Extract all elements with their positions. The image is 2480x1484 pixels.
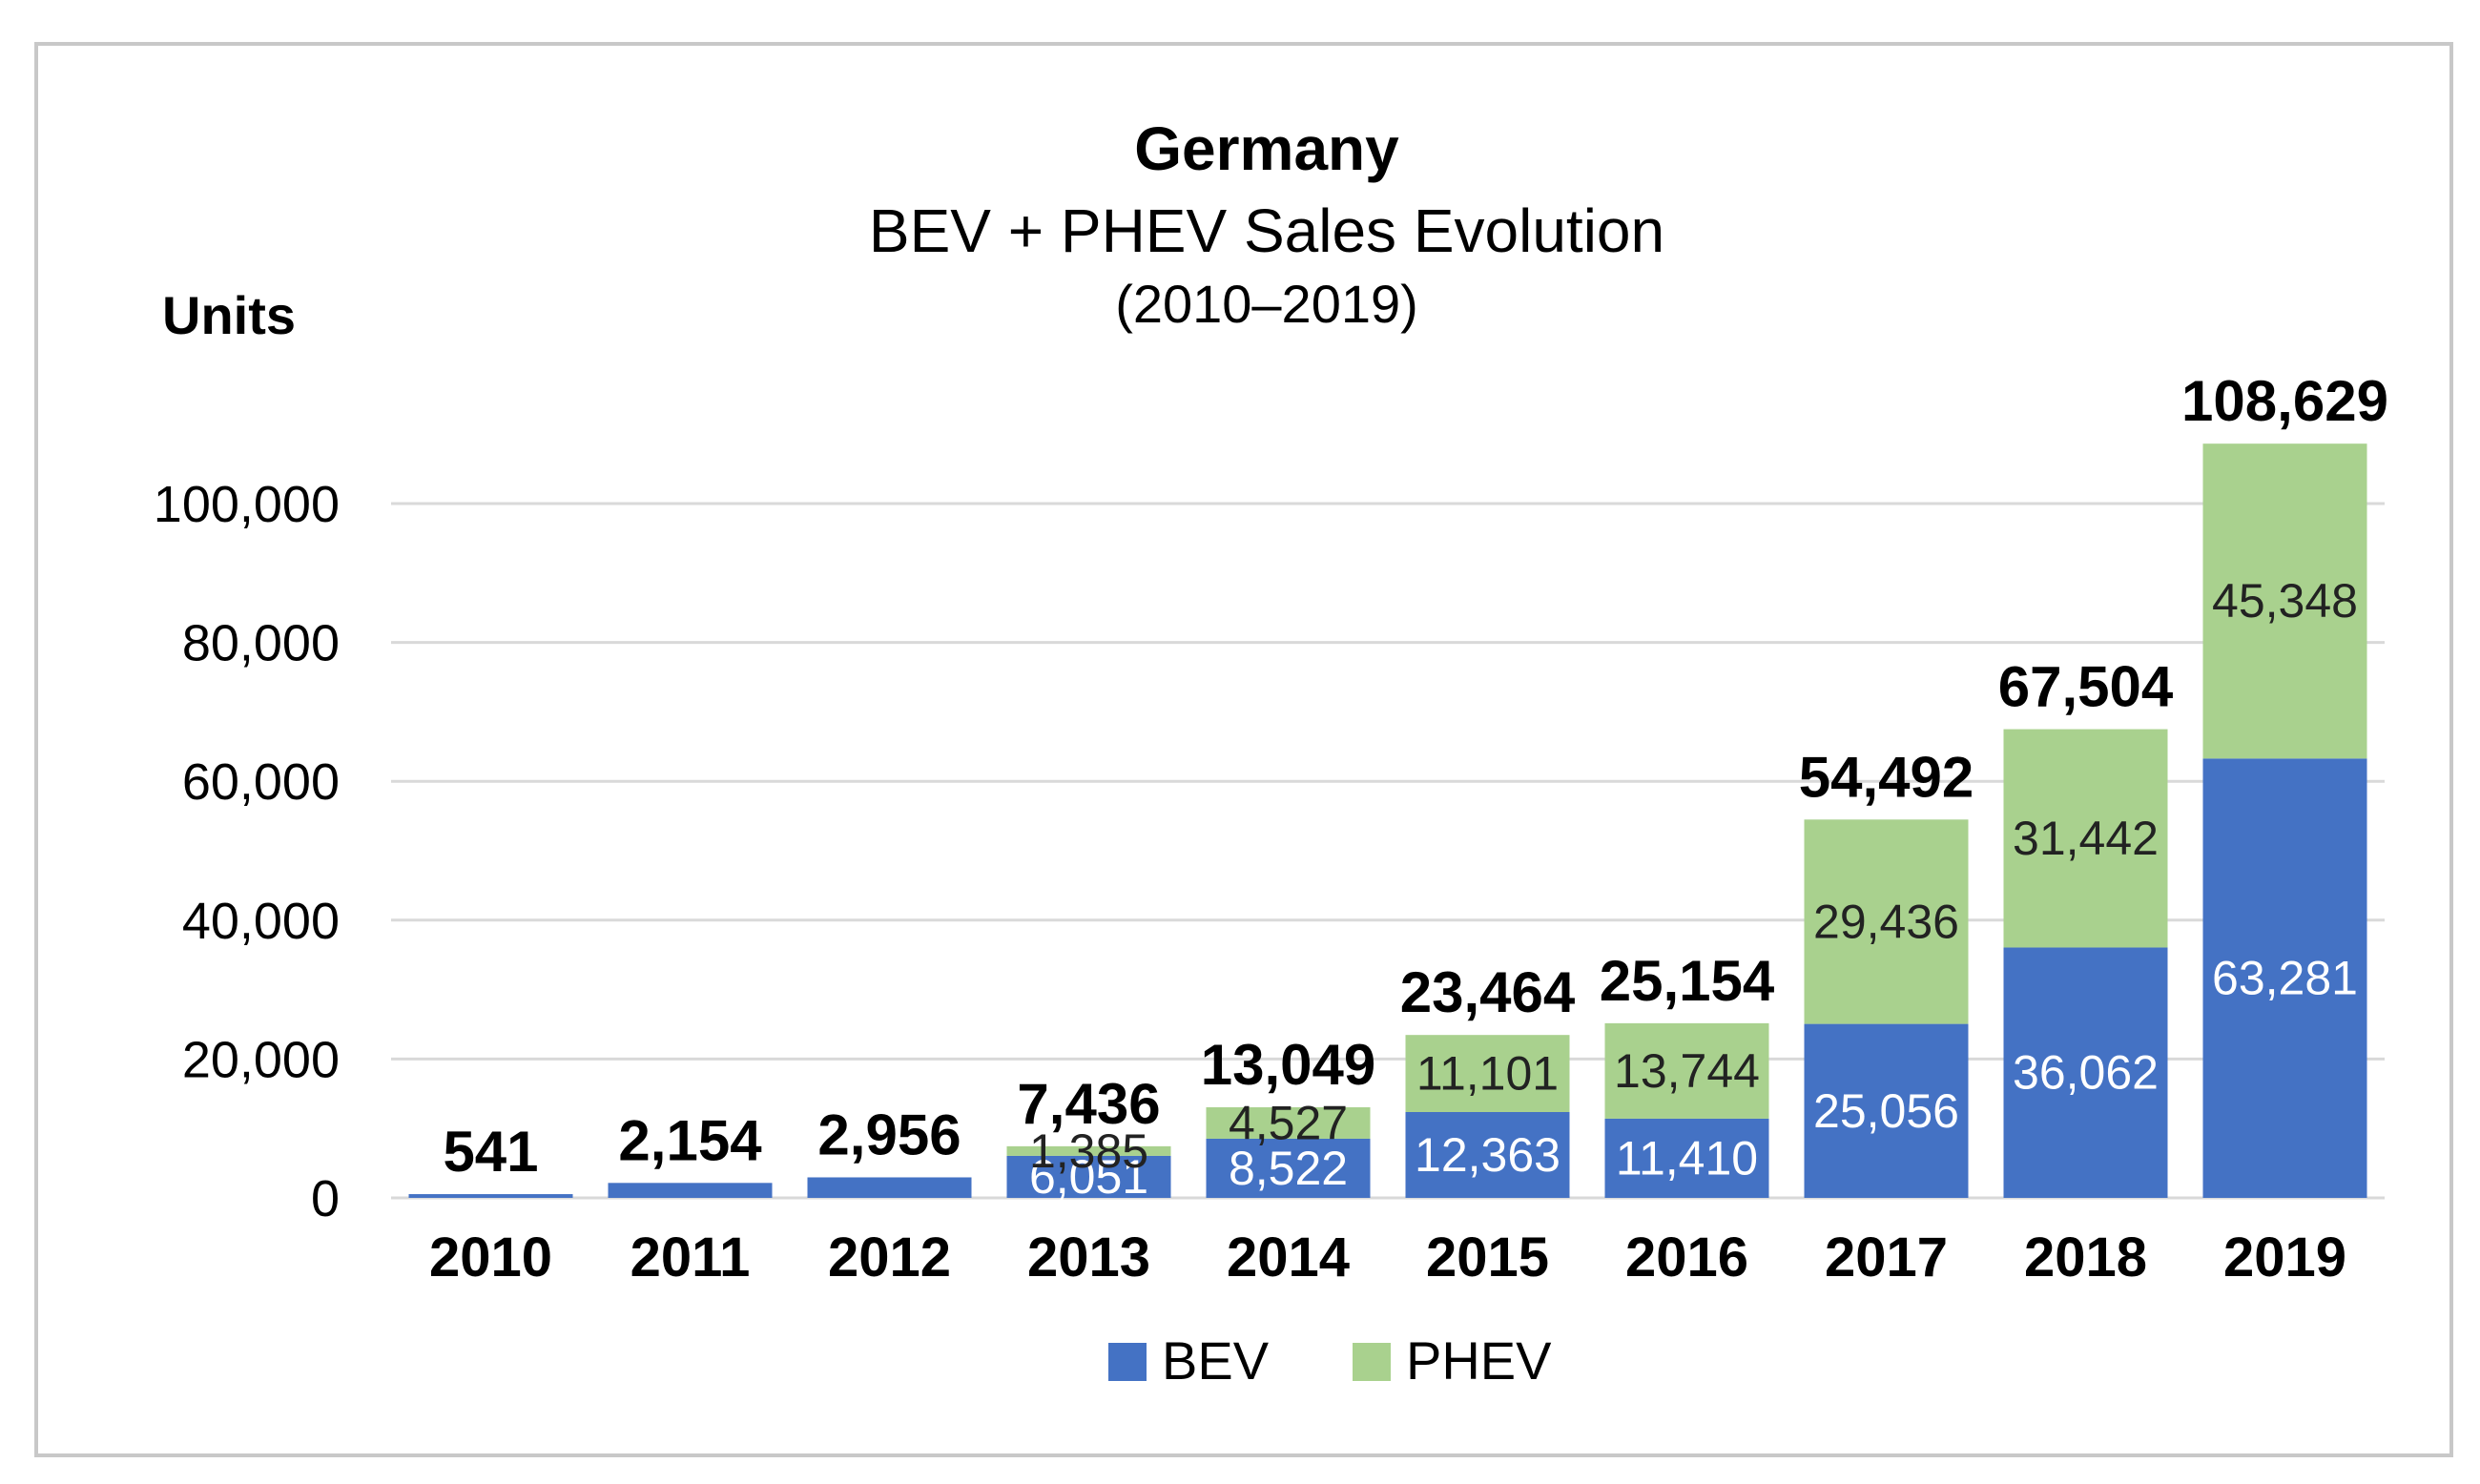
segment-label-phev-2013: 1,385 [1029,1124,1148,1178]
bar-bev-2012 [807,1177,972,1198]
segment-label-bev-2013: 6,051 [1029,1150,1148,1204]
segment-label-phev-2015: 11,101 [1416,1047,1559,1101]
x-tick-label: 2012 [828,1226,951,1288]
total-label-2014: 13,049 [1201,1033,1376,1097]
x-tick-label: 2010 [429,1226,552,1288]
x-tick-label: 2018 [2024,1226,2147,1288]
segment-label-phev-2018: 31,442 [2013,812,2159,865]
x-tick-label: 2017 [1825,1226,1948,1288]
total-label-2013: 7,436 [1017,1072,1160,1136]
legend-swatch-bev [1108,1343,1147,1381]
chart-frame: Germany BEV + PHEV Sales Evolution (2010… [34,42,2453,1457]
bar-bev-2013 [1006,1155,1171,1198]
bar-phev-2015 [1405,1035,1570,1112]
bar-bev-2017 [1804,1023,1969,1198]
chart-svg: Germany BEV + PHEV Sales Evolution (2010… [154,114,2388,1391]
x-axis-ticks: 2010 2011 2012 2013 2014 2015 2016 2017 2018 2019 [429,1226,2346,1288]
segment-label-bev-2015: 12,363 [1415,1128,1560,1182]
x-tick-label: 2011 [630,1226,751,1288]
x-tick-label: 2015 [1426,1226,1549,1288]
legend-label-phev: PHEV [1406,1330,1552,1391]
y-tick-label: 20,000 [182,1031,340,1088]
bar-phev-2018 [2003,729,2168,948]
segment-label-bev-2016: 11,410 [1616,1131,1758,1185]
bar-bev-2015 [1405,1111,1570,1198]
total-label-2012: 2,956 [817,1103,961,1166]
segment-label-phev-2016: 13,744 [1614,1044,1760,1098]
chart-subtitle: BEV + PHEV Sales Evolution [869,196,1664,265]
segment-label-phev-2019: 45,348 [2212,574,2358,628]
bar-phev-2013 [1006,1145,1171,1156]
y-tick-label: 100,000 [154,476,340,533]
bar-bev-2018 [2003,947,2168,1198]
y-tick-label: 0 [311,1170,340,1227]
bar-bev-2016 [1604,1118,1769,1198]
legend: BEV PHEV [1108,1330,1552,1391]
bar-bev-2011 [608,1183,773,1198]
chart-date-range: (2010–2019) [1115,274,1418,334]
x-tick-label: 2014 [1227,1226,1350,1288]
legend-swatch-phev [1353,1343,1391,1381]
segment-label-bev-2019: 63,281 [2212,952,2358,1005]
bars [408,443,2367,1198]
y-tick-label: 80,000 [182,615,340,672]
y-axis-ticks: 0 20,000 40,000 60,000 80,000 100,000 [154,476,340,1227]
chart-title: Germany [1134,114,1399,183]
total-labels: 541 2,154 2,956 7,436 13,049 23,464 25,154 54,4… [443,369,2388,1184]
bar-bev-2010 [408,1194,573,1198]
bar-phev-2017 [1804,819,1969,1024]
x-tick-label: 2013 [1027,1226,1150,1288]
total-label-2019: 108,629 [2181,369,2388,433]
segment-label-bev-2018: 36,062 [2013,1046,2159,1100]
bar-bev-2019 [2202,758,2367,1198]
segment-label-bev-2017: 25,056 [1813,1084,1959,1138]
y-axis-label: Units [162,285,296,345]
x-tick-label: 2019 [2223,1226,2346,1288]
total-label-2010: 541 [443,1120,538,1184]
total-label-2011: 2,154 [618,1108,762,1172]
segment-label-phev-2014: 4,527 [1229,1096,1348,1149]
bar-phev-2016 [1604,1022,1769,1119]
segment-label-bev-2014: 8,522 [1229,1142,1348,1195]
total-label-2017: 54,492 [1799,745,1974,809]
segment-label-phev-2017: 29,436 [1813,895,1959,948]
total-label-2015: 23,464 [1400,960,1576,1024]
y-tick-label: 60,000 [182,753,340,811]
y-tick-label: 40,000 [182,893,340,950]
total-label-2018: 67,504 [1998,655,2174,719]
legend-label-bev: BEV [1162,1330,1270,1391]
total-label-2016: 25,154 [1600,949,1775,1013]
bar-phev-2014 [1206,1107,1371,1139]
bar-phev-2019 [2202,443,2367,759]
bar-bev-2014 [1206,1138,1371,1198]
x-tick-label: 2016 [1625,1226,1748,1288]
